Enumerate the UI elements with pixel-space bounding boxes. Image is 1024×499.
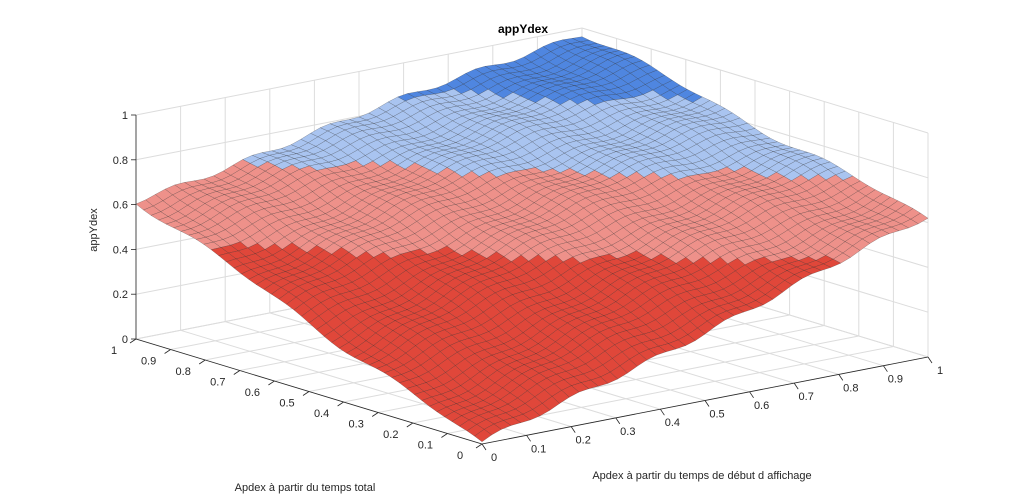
x-tick-mark [749, 391, 754, 399]
x-axis-label: Apdex à partir du temps de début d affic… [592, 470, 811, 482]
y-tick-label: 0.3 [349, 419, 364, 431]
y-tick-label: 1 [111, 345, 117, 357]
x-tick-label: 0.2 [576, 435, 591, 447]
x-tick-mark [660, 408, 665, 416]
y-tick-label: 0.6 [245, 387, 260, 399]
z-tick-label: 0.6 [113, 200, 128, 212]
y-tick-label: 0.1 [418, 440, 433, 452]
x-tick-label: 0.6 [754, 400, 769, 412]
chart-title: appYdex [498, 22, 548, 36]
x-tick-mark [570, 426, 576, 433]
x-tick-mark [883, 365, 888, 372]
wall-x1-horizontal [581, 27, 929, 134]
x-tick-mark [481, 443, 487, 451]
x-tick-mark [615, 417, 621, 425]
y-tick-mark [302, 391, 310, 396]
z-axis-label: appYdex [88, 208, 100, 252]
y-tick-label: 0.5 [279, 398, 294, 410]
y-tick-mark [268, 380, 275, 386]
z-tick-label: 0 [122, 334, 128, 346]
x-tick-label: 0.8 [843, 382, 858, 394]
z-tick-label: 1 [122, 110, 128, 122]
z-tick-label: 0.2 [113, 289, 128, 301]
y-tick-mark [406, 422, 414, 428]
ticks-layer: 00.10.20.30.40.50.60.70.80.9100.10.20.30… [111, 110, 943, 464]
x-tick-label: 0.4 [665, 417, 680, 429]
y-tick-label: 0.9 [141, 356, 156, 368]
x-tick-mark [793, 382, 799, 390]
x-tick-label: 0.5 [709, 409, 724, 421]
surface-layer [135, 36, 929, 443]
z-tick-label: 0.8 [113, 155, 128, 167]
x-tick-mark [927, 356, 933, 364]
y-axis-label: Apdex à partir du temps total [235, 482, 376, 494]
x-tick-label: 0.1 [531, 443, 546, 455]
x-tick-label: 0.7 [799, 391, 814, 403]
x-tick-label: 1 [937, 365, 943, 377]
y-tick-mark [129, 338, 137, 344]
y-tick-mark [371, 412, 379, 417]
y-tick-label: 0.7 [210, 377, 225, 389]
x-tick-mark [704, 400, 710, 407]
x-tick-label: 0 [491, 452, 497, 464]
x-tick-mark [838, 374, 844, 381]
y-tick-label: 0 [457, 450, 463, 462]
y-tick-mark [198, 359, 206, 365]
x-tick-mark [526, 435, 531, 442]
x-tick-label: 0.9 [888, 374, 903, 386]
y-tick-label: 0.2 [383, 429, 398, 441]
y-tick-label: 0.8 [176, 366, 191, 378]
y-tick-mark [337, 401, 344, 407]
x-tick-label: 0.3 [620, 426, 635, 438]
y-tick-label: 0.4 [314, 408, 329, 420]
surface-patch [474, 429, 492, 443]
z-tick-label: 0.4 [113, 244, 128, 256]
y-tick-mark [475, 443, 483, 449]
y-tick-mark [164, 349, 171, 354]
y-tick-mark [233, 370, 241, 375]
wall-y1-horizontal [135, 27, 583, 116]
y-tick-mark [441, 433, 448, 438]
